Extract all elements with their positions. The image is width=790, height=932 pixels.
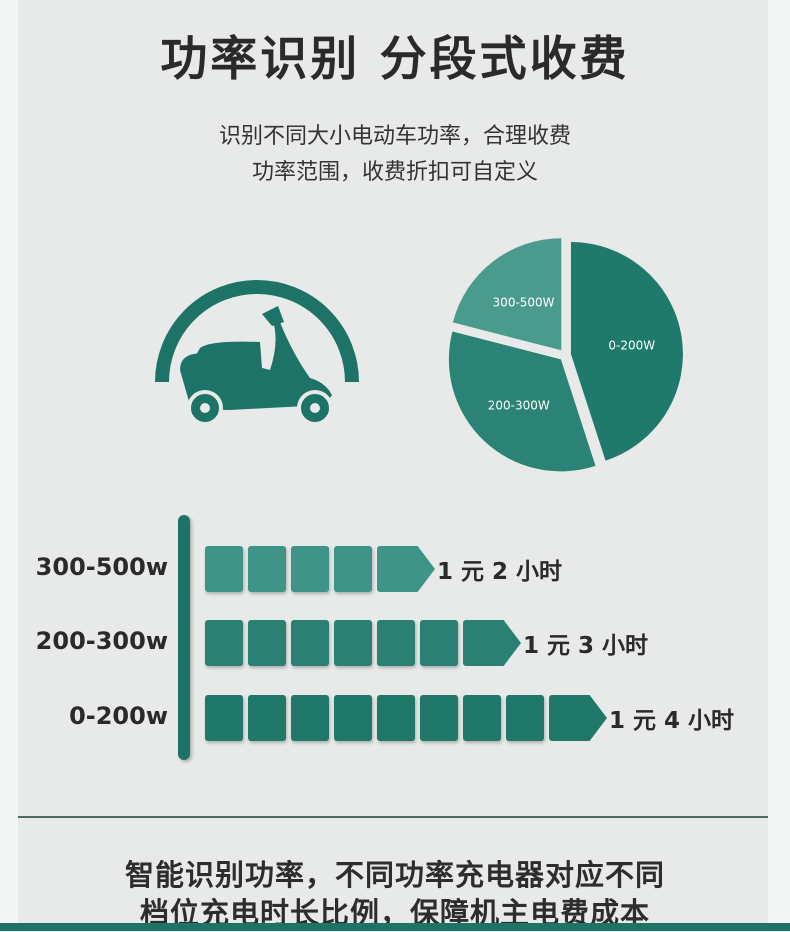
pie-slice-label: 200-300W — [488, 398, 550, 412]
tier-block — [334, 546, 372, 592]
tier-block — [248, 546, 286, 592]
tier-block — [334, 695, 372, 741]
tier-price: 1 元 2 小时 — [437, 559, 563, 585]
tier-arrow — [377, 546, 435, 592]
tier-block — [205, 695, 243, 741]
tier-block — [506, 695, 544, 741]
tier-block — [463, 695, 501, 741]
electric-scooter-icon — [155, 280, 359, 426]
tier-block — [205, 546, 243, 592]
tier-block — [291, 695, 329, 741]
tier-price: 1 元 3 小时 — [523, 633, 649, 659]
pie-slice-label: 300-500W — [493, 296, 555, 310]
pie-slice — [452, 238, 562, 351]
tier-block — [420, 695, 458, 741]
tier-label: 0-200w — [69, 702, 168, 730]
subtitle-line-2: 功率范围，收费折扣可自定义 — [251, 160, 538, 185]
tier-row: 1 元 4 小时 — [205, 694, 734, 742]
tier-block — [205, 620, 243, 666]
pie-slice — [570, 242, 683, 461]
footer-bar — [0, 923, 790, 931]
tier-block — [248, 620, 286, 666]
tier-block — [334, 620, 372, 666]
tier-arrow — [549, 695, 607, 741]
tier-block — [377, 620, 415, 666]
tier-row: 1 元 2 小时 — [205, 545, 562, 593]
subtitle-line-1: 识别不同大小电动车功率，合理收费 — [218, 124, 571, 149]
tier-block — [248, 695, 286, 741]
pie-slice — [448, 331, 596, 472]
tier-block — [420, 620, 458, 666]
pie-slice-label: 0-200W — [608, 338, 655, 352]
tier-axis-bar — [178, 515, 190, 760]
tier-block — [291, 620, 329, 666]
tier-block — [377, 695, 415, 741]
tier-row: 1 元 3 小时 — [205, 619, 648, 667]
page-title: 功率识别 分段式收费 — [160, 32, 630, 87]
background-panel — [18, 0, 768, 931]
bottom-text-line-1: 智能识别功率，不同功率充电器对应不同 — [124, 858, 665, 892]
tier-block — [291, 546, 329, 592]
divider — [18, 816, 768, 818]
tier-arrow — [463, 620, 521, 666]
power-pie-chart: 0-200W 200-300W 300-500W — [448, 238, 683, 472]
tier-label: 200-300w — [35, 627, 168, 655]
tier-price: 1 元 4 小时 — [609, 708, 735, 734]
tier-label: 300-500w — [35, 553, 168, 581]
